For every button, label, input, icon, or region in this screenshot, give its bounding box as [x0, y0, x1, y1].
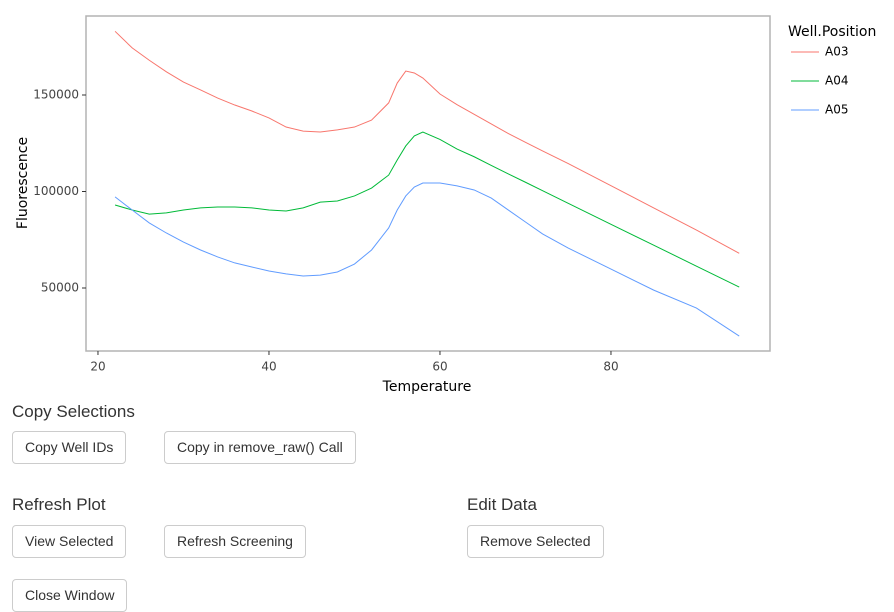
data-line: [114, 131, 740, 288]
x-tick-label: 80: [603, 360, 618, 374]
x-axis-title: Temperature: [382, 379, 472, 395]
button[interactable]: View Selected: [12, 525, 127, 558]
section-title: Edit Data: [467, 495, 537, 514]
y-tick-label: 50000: [41, 281, 79, 295]
chart: Temperature Fluorescence Well.Position 5…: [15, 15, 876, 395]
button[interactable]: Close Window: [12, 579, 128, 612]
legend-label: A05: [825, 103, 848, 117]
section-title: Refresh Plot: [12, 495, 106, 514]
button[interactable]: Copy in remove_raw() Call: [164, 431, 356, 464]
y-axis-title: Fluorescence: [15, 137, 31, 229]
x-tick-label: 20: [90, 360, 105, 374]
legend-title: Well.Position: [788, 24, 876, 40]
x-tick-label: 40: [261, 360, 276, 374]
x-tick-label: 60: [432, 360, 447, 374]
button[interactable]: Remove Selected: [467, 525, 604, 558]
y-tick-label: 100000: [33, 184, 79, 198]
button[interactable]: Copy Well IDs: [12, 431, 127, 464]
legend-label: A04: [825, 74, 848, 88]
legend-label: A03: [825, 45, 848, 59]
data-line: [114, 182, 740, 337]
data-line: [114, 30, 740, 254]
y-tick-label: 150000: [33, 87, 79, 101]
button[interactable]: Refresh Screening: [164, 525, 306, 558]
section-title: Copy Selections: [12, 402, 135, 421]
